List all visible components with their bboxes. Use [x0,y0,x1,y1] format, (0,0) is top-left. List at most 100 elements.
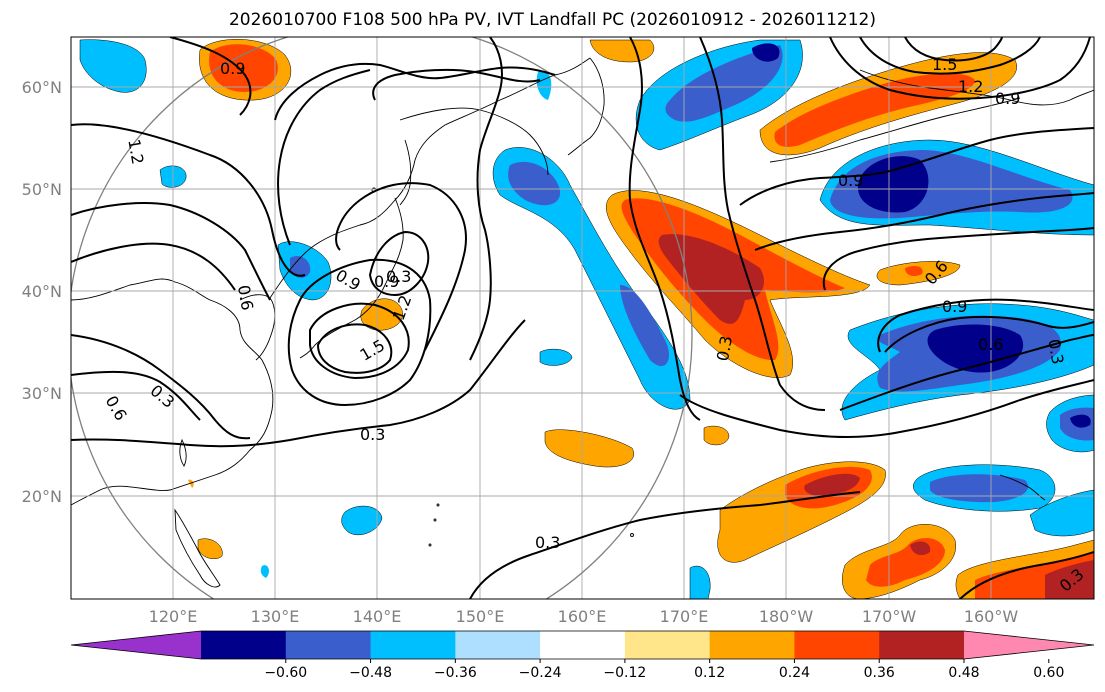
shade-region [857,156,929,213]
coastline-okhotsk [399,107,549,176]
pv-contour [71,319,526,448]
contour-label: 0.6 [234,284,257,312]
pv-contour [884,315,1094,353]
pv-contours [71,37,1094,599]
colorbar-segment [540,631,626,659]
shade-region [1029,489,1094,537]
pv-contour [309,302,410,380]
pv-contour [859,37,1041,75]
lat-label: 60°N [22,78,62,97]
shade-region [209,44,278,92]
colorbar-tick-label: 0.12 [694,665,725,681]
pv-contour [959,551,1094,599]
lon-label: 150°E [456,607,505,626]
lon-label: 170°W [862,607,917,626]
shade-region [774,73,975,147]
colorbar-segment [624,631,711,659]
coastlines [71,57,1094,588]
pv-contour [469,491,861,599]
shade-region [752,43,780,62]
pv-contour [368,230,430,297]
colorbar-outline [70,630,1095,660]
contour-label: 0.3 [386,267,411,286]
colorbar-tick-label: −0.24 [519,665,562,681]
pv-contour [699,37,826,411]
lat-label: 30°N [22,384,62,403]
shade-region [905,266,923,276]
colorbar-segment [201,631,287,659]
pv-contour [739,127,1094,206]
pv-contour [169,37,252,116]
island [433,518,437,522]
pv-contour [71,334,251,440]
colorbar-segment [285,631,372,659]
colorbar-tick-label: 0.24 [779,665,810,681]
colorbar-tick-label: −0.36 [434,665,477,681]
lon-label: 160°W [964,607,1019,626]
colorbar-tick-label: −0.60 [264,665,307,681]
island [436,503,440,507]
gridlines [71,37,1094,599]
coastline-kamchatka [567,57,605,156]
shade-region [544,429,634,468]
lon-label: 160°E [558,607,607,626]
pv-contour [287,258,432,407]
contour-label: 0.3 [713,334,736,362]
contour-label: 0.9 [995,89,1020,108]
lon-label: 180°W [759,607,814,626]
colorbar-tick-label: 0.36 [864,665,895,681]
pv-contour [829,37,1091,100]
shade-region [689,565,711,599]
shade-region [539,348,573,366]
island [630,533,634,537]
contour-label: 0.6 [978,335,1003,354]
lon-label: 120°E [149,607,198,626]
coastline-philippines [174,508,221,588]
shade-region [620,285,670,367]
shade-region [508,161,561,206]
lat-label: 50°N [22,180,62,199]
lon-label: 130°E [251,607,300,626]
contour-label: 0.9 [220,59,245,78]
pv-contour [316,323,393,374]
shade-region [197,538,223,559]
shade-region [1045,560,1094,599]
landfall-radius-circle [71,37,693,599]
pv-contour [754,192,1094,251]
lat-label: 20°N [22,487,62,506]
coastline-siberia [269,57,591,299]
map-layers: 0.9 1.2 1.5 1.2 0.9 0.9 0.6 0.9 0.6 0.3 … [71,37,1094,599]
shade-region [290,255,311,278]
contour-label: 0.9 [374,272,399,291]
colorbar-segment [370,631,456,659]
colorbar-extend-high [964,631,1094,659]
shade-region [804,473,860,496]
shade-region [188,479,194,488]
contour-label: 0.9 [942,297,967,316]
colorbar-segment [709,631,795,659]
pv-contour [628,37,701,421]
pv-contour [71,242,236,291]
coastline-sakhalin [399,139,412,206]
shade-region [658,234,765,324]
colorbar-segment [455,631,541,659]
contour-label: 0.3 [360,425,385,444]
coastline-hawaii [999,474,1046,501]
coastline-aleutians [769,97,1021,163]
pv-contour [679,379,1094,439]
colorbar-segment [879,631,965,659]
colorbar-tick-label: −0.48 [349,665,392,681]
colorbar-tick-label: −0.12 [603,665,646,681]
pv-contour [335,182,467,351]
pv-contour [839,334,1094,411]
pv-contour [372,68,541,101]
colorbar-tick-label: 0.60 [1033,665,1064,681]
shade-region [260,565,269,578]
lon-label: 140°E [353,607,402,626]
coastline-alaska [859,69,1094,106]
map-frame [70,36,1095,600]
colorbar-segment [794,631,880,659]
pv-contour [277,69,371,246]
island [428,543,432,547]
